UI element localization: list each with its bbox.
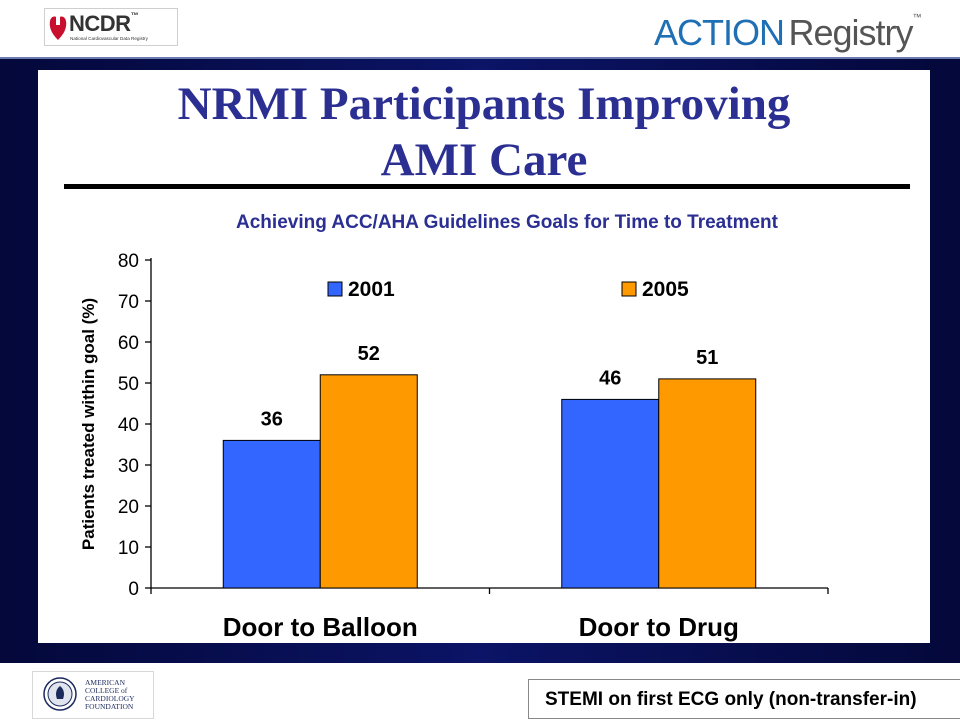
chart-title: Achieving ACC/AHA Guidelines Goals for T… (236, 212, 779, 233)
data-label: 52 (358, 343, 380, 365)
registry-tm: ™ (912, 12, 922, 22)
action-word: ACTION (654, 12, 785, 53)
acc-logo-text: AMERICAN COLLEGE of CARDIOLOGY FOUNDATIO… (85, 679, 135, 711)
footnote-text: STEMI on first ECG only (non-transfer-in… (545, 689, 917, 710)
footer-bar: AMERICAN COLLEGE of CARDIOLOGY FOUNDATIO… (0, 663, 960, 720)
acc-text-line: CARDIOLOGY (85, 694, 135, 703)
footnote-box: STEMI on first ECG only (non-transfer-in… (528, 679, 960, 719)
acc-foundation-logo: AMERICAN COLLEGE of CARDIOLOGY FOUNDATIO… (32, 671, 154, 719)
legend-label: 2005 (642, 278, 689, 301)
y-tick-label: 10 (118, 538, 139, 559)
y-tick-label: 60 (118, 333, 139, 354)
ncdr-subtitle: National Cardiovascular Data Registry (70, 36, 148, 41)
acc-text-line: COLLEGE of (85, 686, 128, 695)
bar-chart: Achieving ACC/AHA Guidelines Goals for T… (79, 212, 829, 642)
x-category-label: Door to Balloon (223, 612, 418, 642)
y-tick-label: 0 (128, 579, 139, 600)
acc-text-line: FOUNDATION (85, 702, 134, 711)
y-tick-label: 50 (118, 374, 139, 395)
acc-seal-icon (43, 677, 77, 711)
ncdr-heart-icon (49, 15, 67, 40)
y-tick-label: 30 (118, 456, 139, 477)
slide-title: NRMI Participants Improving AMI Care (38, 76, 930, 188)
title-divider (64, 184, 910, 189)
x-category-label: Door to Drug (579, 612, 739, 642)
legend-swatch-2001 (327, 281, 343, 297)
y-axis-label: Patients treated within goal (%) (79, 298, 98, 550)
ncdr-wordmark: NCDR™ (69, 11, 139, 36)
legend-swatch-2005 (621, 281, 637, 297)
slide-title-line-1: NRMI Participants Improving (177, 78, 791, 130)
data-label: 51 (696, 347, 718, 369)
y-tick-label: 70 (118, 292, 139, 313)
y-tick-label: 40 (118, 415, 139, 436)
slide-title-line-2: AMI Care (380, 134, 588, 186)
data-label: 46 (599, 367, 621, 389)
y-tick-label: 20 (118, 497, 139, 518)
action-registry-logo: ACTION Registry™ (654, 12, 922, 53)
bar-2001-1 (222, 439, 321, 589)
acc-text-line: AMERICAN (85, 678, 126, 687)
legend-label: 2001 (348, 278, 395, 301)
data-label: 36 (261, 408, 283, 430)
bar-2001-2 (561, 398, 660, 589)
header-bar: NCDR™ National Cardiovascular Data Regis… (0, 0, 960, 57)
ncdr-logo: NCDR™ National Cardiovascular Data Regis… (44, 8, 178, 46)
registry-word: Registry (788, 12, 913, 53)
bar-2005-2 (658, 378, 757, 589)
y-tick-label: 80 (118, 251, 139, 272)
bar-2005-1 (319, 374, 418, 589)
slide-panel: NRMI Participants Improving AMI Care Ach… (38, 70, 930, 643)
